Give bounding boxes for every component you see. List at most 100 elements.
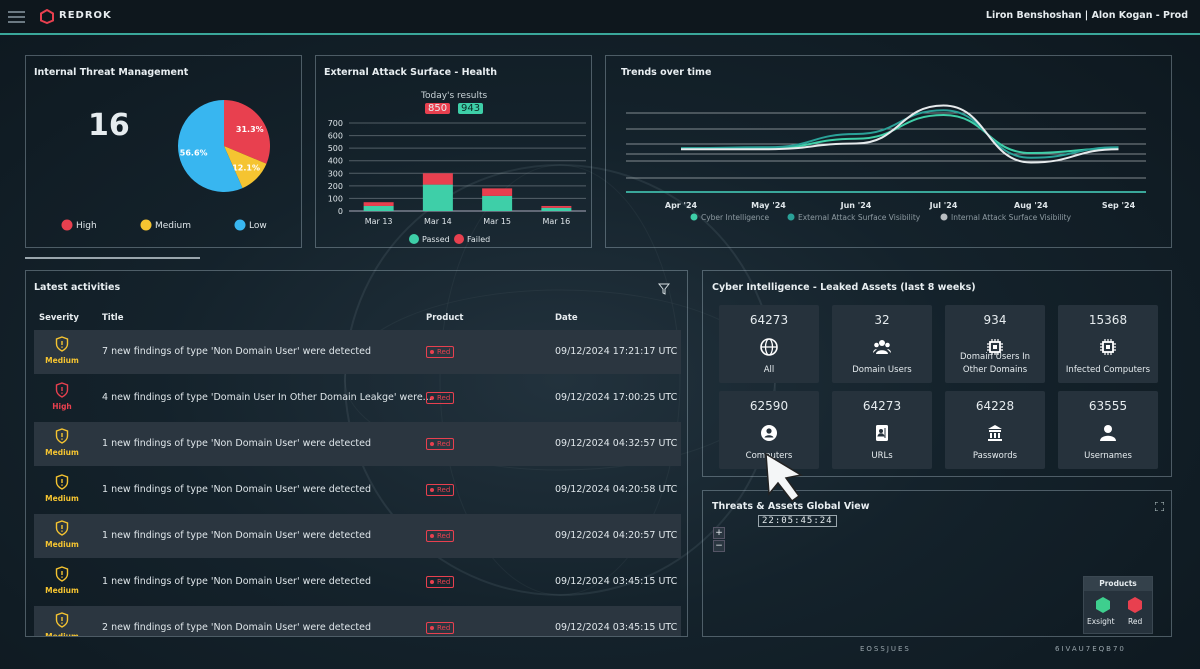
badge-dot <box>430 580 434 584</box>
pie-slice <box>224 100 270 164</box>
column-header[interactable]: Date <box>555 313 578 323</box>
legend-label: Failed <box>467 235 490 244</box>
severity-icon <box>55 520 69 536</box>
asset-tile[interactable]: 934 Domain Users In Other Domains <box>945 305 1045 383</box>
bar-segment <box>482 195 513 211</box>
slice-label: 31.3% <box>236 125 264 134</box>
x-tick-label: Jul '24 <box>929 201 958 210</box>
bar-segment <box>422 173 453 185</box>
severity-label: Medium <box>45 540 79 549</box>
x-tick-label: Apr '24 <box>665 201 698 210</box>
activity-date: 09/12/2024 03:45:15 UTC <box>555 576 678 587</box>
bar-segment <box>363 205 394 211</box>
trend-line <box>680 109 1119 159</box>
legend-label: External Attack Surface Visibility <box>798 213 921 222</box>
asset-tile[interactable]: 64273 All <box>719 305 819 383</box>
activity-row[interactable]: Medium 1 new findings of type 'Non Domain… <box>34 468 681 512</box>
severity-icon <box>55 566 69 582</box>
activity-date: 09/12/2024 17:21:17 UTC <box>555 346 678 357</box>
activity-row[interactable]: Medium 1 new findings of type 'Non Domain… <box>34 514 681 558</box>
activity-title: 1 new findings of type 'Non Domain User'… <box>102 484 372 495</box>
top-bar <box>0 0 1200 34</box>
pie-chart: 31.3% High 12.1% Medium 56.6% Low <box>61 100 270 231</box>
threat-count: 16 <box>88 108 130 143</box>
footer-code: 6IVAU7EQB70 <box>1055 645 1126 653</box>
zoom-in[interactable]: + <box>713 527 725 539</box>
legend-label: Cyber Intelligence <box>701 213 770 222</box>
y-tick-label: 100 <box>328 194 343 203</box>
pie-slice <box>224 146 267 189</box>
asset-tile[interactable]: 64273 URLs <box>832 391 932 469</box>
activity-row[interactable]: Medium 1 new findings of type 'Non Domain… <box>34 422 681 466</box>
asset-tile[interactable]: 63555 Usernames <box>1058 391 1158 469</box>
fullscreen-button[interactable] <box>1155 502 1164 511</box>
bar-segment <box>541 207 572 211</box>
tile-icon <box>987 339 1003 355</box>
activity-row[interactable]: Medium 1 new findings of type 'Non Domain… <box>34 560 681 604</box>
legend-swatch <box>940 213 948 221</box>
tile-icon <box>873 340 891 354</box>
y-tick-label: 0 <box>338 207 343 216</box>
legend-swatch <box>234 219 246 231</box>
severity-label: Medium <box>45 448 79 457</box>
tile-icon <box>1100 425 1116 441</box>
bar-segment <box>541 205 572 208</box>
product-name[interactable]: Red <box>1128 617 1143 626</box>
menu-button[interactable] <box>8 11 26 23</box>
activity-title: 7 new findings of type 'Non Domain User'… <box>102 346 372 357</box>
severity-label: Medium <box>45 632 79 637</box>
panel-title: Internal Threat Management <box>34 67 189 78</box>
product-name[interactable]: Exsight <box>1087 617 1115 626</box>
footer-code: EOSSJUES <box>860 645 911 653</box>
zoom-out[interactable]: − <box>713 540 725 552</box>
panel-title: External Attack Surface - Health <box>324 67 497 78</box>
column-header[interactable]: Severity <box>39 313 79 323</box>
column-header[interactable]: Product <box>426 313 464 323</box>
user-info[interactable]: Liron Benshoshan | Alon Kogan - Prod <box>985 10 1188 21</box>
slice-label: 12.1% <box>232 164 260 173</box>
activity-title: 1 new findings of type 'Non Domain User'… <box>102 530 372 541</box>
trends-panel: Trends over time Apr '24 May '24 Jun '24 Ju… <box>605 55 1172 248</box>
activity-date: 09/12/2024 04:32:57 UTC <box>555 438 678 449</box>
brand-logo <box>40 9 54 24</box>
passed-badge: 943 <box>458 103 484 114</box>
badge-dot <box>430 488 434 492</box>
activity-date: 09/12/2024 03:45:15 UTC <box>555 622 678 633</box>
activity-row[interactable]: Medium 7 new findings of type 'Non Domain… <box>34 330 681 374</box>
tile-value: 934 <box>983 313 1007 327</box>
line-chart: Apr '24 May '24 Jun '24 Jul '24 Aug '24 Sep '… <box>626 104 1146 222</box>
activity-title: 4 new findings of type 'Domain User In O… <box>102 392 432 403</box>
y-tick-label: 400 <box>328 157 343 166</box>
tile-icon <box>760 338 778 356</box>
internal-threat-panel: Internal Threat Management 16 31.3% High 1… <box>25 55 302 248</box>
column-header[interactable]: Title <box>102 313 124 323</box>
failed-badge: 850 <box>425 103 451 114</box>
severity-icon <box>55 382 69 398</box>
legend-swatch <box>454 234 464 244</box>
top-bar-accent <box>0 33 1200 35</box>
severity-label: High <box>52 402 72 411</box>
tile-label: URLs <box>871 451 893 461</box>
x-tick-label: Mar 15 <box>483 217 511 226</box>
severity-icon <box>55 612 69 628</box>
tile-label: Infected Computers <box>1065 365 1151 375</box>
x-tick-label: Mar 16 <box>542 217 570 226</box>
tile-label: Domain Users <box>852 365 912 375</box>
product-badge: Red <box>426 530 455 542</box>
activity-date: 09/12/2024 04:20:58 UTC <box>555 484 678 495</box>
asset-tile[interactable]: 15368 Infected Computers <box>1058 305 1158 383</box>
product-icons <box>1096 597 1142 613</box>
activity-row[interactable]: High 4 new findings of type 'Domain User … <box>34 376 681 420</box>
legend-swatch <box>61 219 73 231</box>
asset-tile[interactable]: 32 Domain Users <box>832 305 932 383</box>
products-title: Products <box>1084 577 1152 591</box>
product-badge: Red <box>426 622 455 634</box>
clock: 22:05:45:24 <box>758 515 837 527</box>
bar-segment <box>482 188 513 196</box>
bar-segment <box>363 202 394 206</box>
y-tick-label: 700 <box>328 119 343 128</box>
asset-tile[interactable]: 64228 Passwords <box>945 391 1045 469</box>
y-tick-label: 600 <box>328 132 343 141</box>
activity-row[interactable]: Medium 2 new findings of type 'Non Domain… <box>34 606 681 637</box>
filter-button[interactable] <box>658 283 670 295</box>
